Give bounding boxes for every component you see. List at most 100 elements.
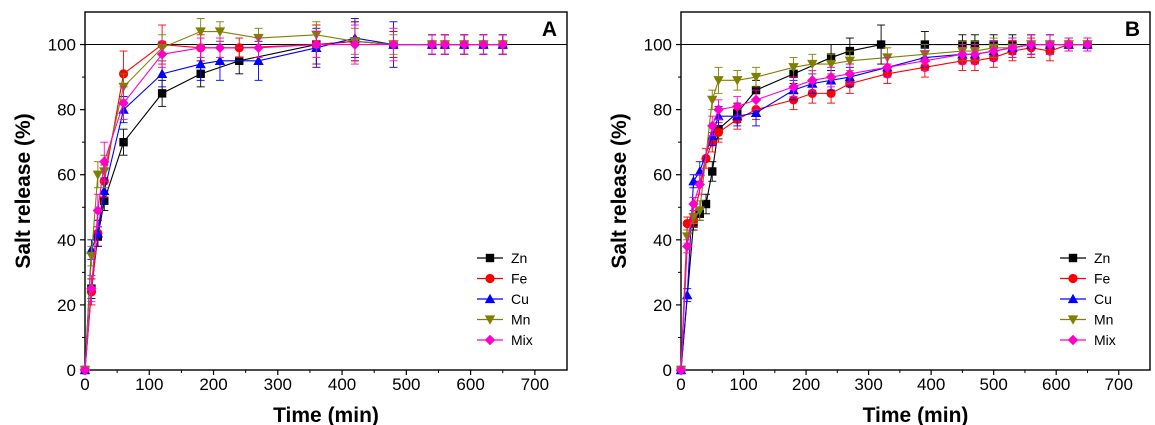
series-cu [675, 34, 1093, 375]
y-tick-label: 0 [67, 361, 76, 380]
data-point [1007, 42, 1018, 53]
data-point [195, 27, 206, 37]
legend-marker [1067, 334, 1079, 346]
y-tick-label: 40 [653, 231, 672, 250]
legend-label: Fe [511, 271, 528, 287]
x-tick-label: 400 [917, 375, 945, 394]
data-point [826, 88, 836, 98]
data-point [195, 58, 206, 69]
x-tick-label: 0 [676, 375, 685, 394]
data-point [478, 39, 489, 50]
data-point [682, 241, 693, 252]
series-cu [79, 18, 508, 375]
data-point [825, 59, 837, 70]
legend: Zn Fe Cu Mn Mix [1060, 250, 1116, 348]
panel-label: A [542, 18, 557, 41]
y-tick-label: 60 [57, 166, 76, 185]
x-tick-label: 100 [729, 375, 757, 394]
data-point [957, 49, 968, 60]
x-tick-label: 500 [392, 375, 420, 394]
x-tick-label: 200 [199, 375, 227, 394]
data-point [844, 68, 856, 80]
legend-marker [484, 334, 496, 346]
series-line [84, 37, 503, 371]
data-point [694, 206, 705, 216]
data-point [876, 40, 886, 49]
x-tick-label: 700 [521, 375, 549, 394]
legend-marker [1068, 273, 1078, 284]
y-tick-label: 80 [57, 101, 76, 120]
x-tick-label: 200 [792, 375, 820, 394]
data-point [807, 75, 818, 86]
data-point [1025, 39, 1037, 50]
y-tick-label: 80 [653, 101, 672, 120]
data-point [195, 42, 206, 53]
data-point [788, 81, 799, 93]
y-axis-title: Salt release (%) [12, 113, 35, 268]
series-line [84, 30, 503, 371]
series-line [84, 40, 503, 371]
data-point [214, 55, 226, 65]
legend-label: Cu [511, 291, 529, 307]
data-point [157, 89, 167, 98]
data-point [713, 127, 724, 138]
data-point [156, 49, 168, 60]
legend-label: Fe [1094, 271, 1111, 287]
data-point [807, 59, 818, 70]
legend-label: Mn [1094, 312, 1113, 328]
x-tick-label: 0 [80, 375, 89, 394]
y-tick-label: 100 [48, 36, 76, 55]
x-tick-label: 300 [854, 375, 882, 394]
y-tick-label: 60 [653, 166, 672, 185]
data-point [882, 62, 893, 73]
data-point [713, 104, 724, 115]
data-point [750, 72, 762, 83]
series-line [680, 43, 1088, 371]
series-mn [79, 18, 508, 376]
y-tick-label: 0 [663, 361, 672, 380]
data-point [694, 179, 705, 190]
legend-marker [485, 253, 495, 263]
data-point [969, 49, 981, 60]
series-mix [675, 34, 1093, 376]
legend-marker [1068, 253, 1078, 263]
data-point [701, 199, 711, 209]
legend-marker [485, 273, 495, 284]
data-point [253, 55, 264, 65]
legend-label: Mix [511, 332, 533, 348]
legend-marker [484, 315, 496, 325]
series-mn [675, 34, 1093, 376]
legend-marker [1067, 293, 1079, 304]
legend-label: Cu [1094, 291, 1112, 307]
plot-frame [680, 11, 1151, 371]
data-point [988, 45, 999, 57]
data-point [1082, 39, 1093, 50]
series-fe [676, 37, 1093, 375]
data-point [919, 55, 931, 67]
data-point [156, 68, 168, 78]
legend-label: Zn [1094, 250, 1110, 266]
y-tick-label: 20 [57, 296, 76, 315]
data-point [388, 39, 399, 50]
data-point [688, 198, 699, 210]
series-zn [80, 21, 507, 375]
data-point [214, 42, 226, 53]
legend: Zn Fe Cu Mn Mix [477, 250, 533, 348]
data-point [426, 39, 438, 50]
data-point [92, 228, 104, 238]
series-mix [79, 24, 508, 376]
data-point [682, 232, 693, 242]
data-point [675, 364, 687, 376]
x-axis-title: Time (min) [273, 404, 379, 425]
x-tick-label: 700 [1105, 375, 1133, 394]
data-point [707, 95, 718, 106]
data-point [349, 39, 361, 50]
y-tick-label: 40 [57, 231, 76, 250]
data-point [311, 39, 322, 50]
x-tick-label: 600 [456, 375, 484, 394]
chart-panel-b: 0 100 200 300 400 500 600 700 0 20 40 60 80 100 Time (… [608, 11, 1151, 425]
legend-marker [1067, 315, 1079, 325]
y-tick-label: 100 [644, 36, 672, 55]
series-line [680, 43, 1088, 371]
legend-label: Zn [511, 250, 527, 266]
